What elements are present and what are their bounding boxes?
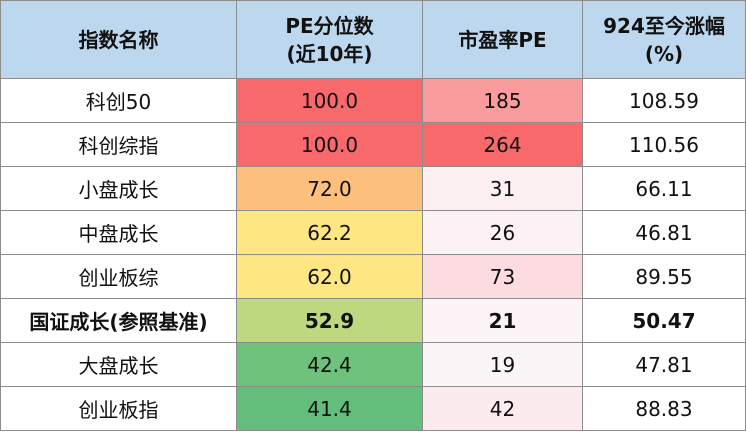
header-pe-percentile-line2: (近10年)	[286, 41, 373, 66]
index-name-cell: 创业板指	[0, 386, 237, 431]
pe-percentile-cell: 42.4	[236, 342, 423, 387]
pe-percentile-cell: 62.0	[236, 254, 423, 299]
change-cell: 88.83	[582, 386, 746, 431]
table-row: 大盘成长 42.4 19 47.81	[0, 342, 746, 387]
change-cell: 89.55	[582, 254, 746, 299]
header-change-line1: 924至今涨幅	[603, 13, 725, 38]
index-name-cell: 小盘成长	[0, 166, 237, 211]
pe-percentile-cell: 100.0	[236, 78, 423, 123]
table-row: 小盘成长 72.0 31 66.11	[0, 166, 746, 211]
pe-cell: 26	[422, 210, 583, 255]
table-row: 创业板指 41.4 42 88.83	[0, 386, 746, 431]
table-row: 中盘成长 62.2 26 46.81	[0, 210, 746, 255]
pe-percentile-cell: 72.0	[236, 166, 423, 211]
pe-cell: 264	[422, 122, 583, 167]
change-cell: 66.11	[582, 166, 746, 211]
header-index-name: 指数名称	[0, 0, 237, 79]
change-cell: 50.47	[582, 298, 746, 343]
index-name-cell: 科创综指	[0, 122, 237, 167]
table-row: 创业板综 62.0 73 89.55	[0, 254, 746, 299]
header-index-name-label: 指数名称	[78, 27, 159, 52]
index-name-cell: 国证成长(参照基准)	[0, 298, 237, 343]
change-cell: 110.56	[582, 122, 746, 167]
pe-cell: 42	[422, 386, 583, 431]
header-change-line2: (%)	[644, 41, 684, 66]
pe-cell: 21	[422, 298, 583, 343]
header-pe-label: 市盈率PE	[458, 27, 547, 52]
index-name-cell: 大盘成长	[0, 342, 237, 387]
header-row: 指数名称 PE分位数 (近10年) 市盈率PE 924至今涨幅 (%)	[0, 0, 746, 79]
pe-cell: 31	[422, 166, 583, 211]
table-row: 科创综指 100.0 264 110.56	[0, 122, 746, 167]
header-change: 924至今涨幅 (%)	[582, 0, 746, 79]
pe-percentile-cell: 62.2	[236, 210, 423, 255]
change-cell: 46.81	[582, 210, 746, 255]
index-name-cell: 中盘成长	[0, 210, 237, 255]
table-row: 科创50 100.0 185 108.59	[0, 78, 746, 123]
change-cell: 47.81	[582, 342, 746, 387]
change-cell: 108.59	[582, 78, 746, 123]
pe-percentile-cell: 100.0	[236, 122, 423, 167]
pe-percentile-cell: 41.4	[236, 386, 423, 431]
index-name-cell: 科创50	[0, 78, 237, 123]
pe-cell: 73	[422, 254, 583, 299]
pe-cell: 185	[422, 78, 583, 123]
header-pe: 市盈率PE	[422, 0, 583, 79]
pe-percentile-cell: 52.9	[236, 298, 423, 343]
header-pe-percentile-line1: PE分位数	[285, 13, 374, 38]
index-name-cell: 创业板综	[0, 254, 237, 299]
table-row: 国证成长(参照基准) 52.9 21 50.47	[0, 298, 746, 343]
header-pe-percentile: PE分位数 (近10年)	[236, 0, 423, 79]
pe-cell: 19	[422, 342, 583, 387]
